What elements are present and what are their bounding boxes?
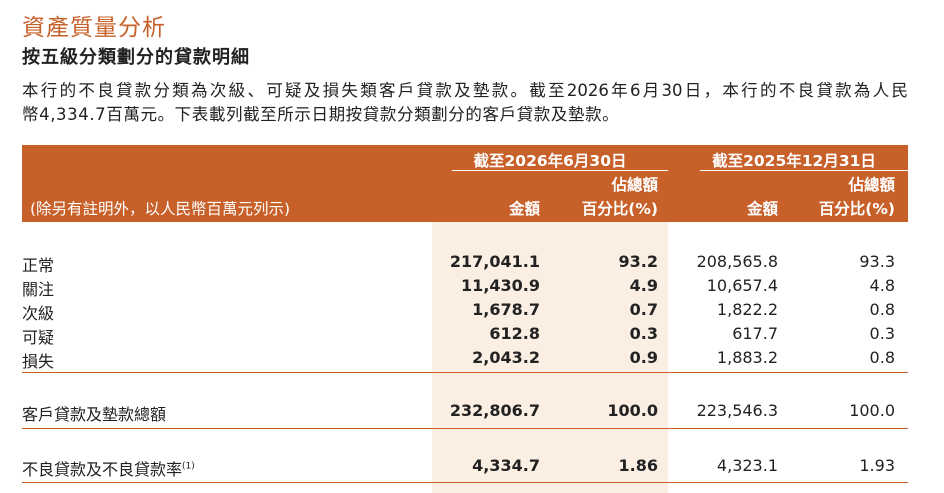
cell-value: 100.0 xyxy=(607,401,658,420)
column-header: 百分比(%) xyxy=(581,200,658,218)
footnote-marker: (1) xyxy=(182,461,195,472)
unit-note: (除另有註明外，以人民幣百萬元列示) xyxy=(30,200,291,218)
cell-value: 1,678.7 xyxy=(472,300,540,319)
cell-value: 0.7 xyxy=(629,300,658,319)
cell-value: 93.3 xyxy=(859,252,895,271)
column-highlight xyxy=(432,222,668,493)
cell-value: 0.8 xyxy=(869,300,895,319)
column-header: 金額 xyxy=(508,200,540,218)
cell-value: 0.9 xyxy=(629,348,658,367)
column-header: 佔總額 xyxy=(611,176,658,194)
row-rule xyxy=(22,428,908,429)
cell-value: 208,565.8 xyxy=(696,252,778,271)
row-label: 不良貸款及不良貸款率(1) xyxy=(22,460,195,479)
cell-value: 4.8 xyxy=(869,276,895,295)
cell-value: 0.3 xyxy=(629,324,658,343)
cell-value: 10,657.4 xyxy=(706,276,778,295)
row-rule xyxy=(22,482,908,483)
row-label: 正常 xyxy=(22,256,55,275)
column-header: 佔總額 xyxy=(848,176,895,194)
paragraph-line: 幣4,334.7百萬元。下表載列截至所示日期按貸款分類劃分的客戶貸款及墊款。 xyxy=(22,105,620,124)
cell-value: 4,334.7 xyxy=(472,456,540,475)
cell-value: 1.93 xyxy=(859,456,895,475)
paragraph-line: 本行的不良貸款分類為次級、可疑及損失類客戶貸款及墊款。截至2026年6月30日，… xyxy=(22,81,908,100)
cell-value: 100.0 xyxy=(849,401,895,420)
cell-value: 0.3 xyxy=(869,324,895,343)
period-header: 截至2026年6月30日 xyxy=(473,152,627,170)
row-label: 次級 xyxy=(22,304,55,323)
period-underline xyxy=(700,170,908,171)
title: 資產質量分析 xyxy=(22,15,166,41)
cell-value: 93.2 xyxy=(618,252,658,271)
row-label: 關注 xyxy=(22,280,55,299)
subtitle: 按五級分類劃分的貸款明細 xyxy=(22,47,250,68)
column-header: 金額 xyxy=(746,200,778,218)
row-rule xyxy=(22,372,908,373)
cell-value: 617.7 xyxy=(732,324,778,343)
header-band xyxy=(22,145,908,222)
cell-value: 1,883.2 xyxy=(716,348,778,367)
period-header: 截至2025年12月31日 xyxy=(712,152,876,170)
column-header: 百分比(%) xyxy=(818,200,895,218)
row-label: 客戶貸款及墊款總額 xyxy=(22,405,167,424)
period-underline xyxy=(452,170,668,171)
cell-value: 232,806.7 xyxy=(449,401,540,420)
cell-value: 2,043.2 xyxy=(472,348,540,367)
cell-value: 223,546.3 xyxy=(696,401,778,420)
row-label: 損失 xyxy=(22,352,55,371)
cell-value: 612.8 xyxy=(489,324,540,343)
cell-value: 217,041.1 xyxy=(449,252,540,271)
cell-value: 1.86 xyxy=(618,456,658,475)
cell-value: 0.8 xyxy=(869,348,895,367)
cell-value: 4,323.1 xyxy=(716,456,778,475)
cell-value: 1,822.2 xyxy=(716,300,778,319)
row-label: 可疑 xyxy=(22,328,55,347)
cell-value: 4.9 xyxy=(629,276,658,295)
cell-value: 11,430.9 xyxy=(461,276,540,295)
